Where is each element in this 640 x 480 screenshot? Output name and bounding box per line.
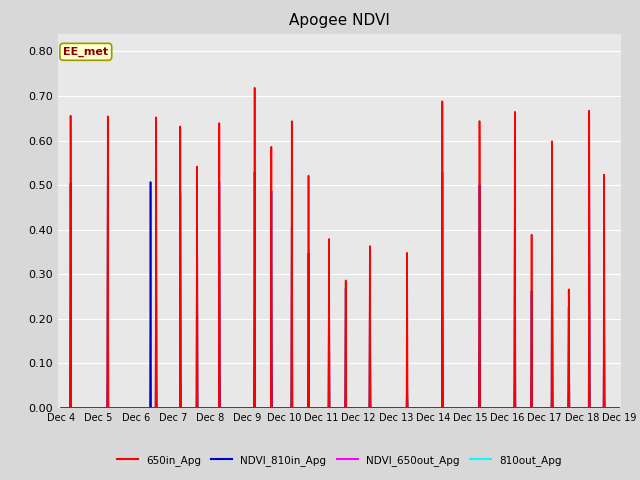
Text: EE_met: EE_met bbox=[63, 47, 108, 57]
Title: Apogee NDVI: Apogee NDVI bbox=[289, 13, 390, 28]
Legend: 650in_Apg, NDVI_810in_Apg, NDVI_650out_Apg, 810out_Apg: 650in_Apg, NDVI_810in_Apg, NDVI_650out_A… bbox=[113, 451, 566, 470]
